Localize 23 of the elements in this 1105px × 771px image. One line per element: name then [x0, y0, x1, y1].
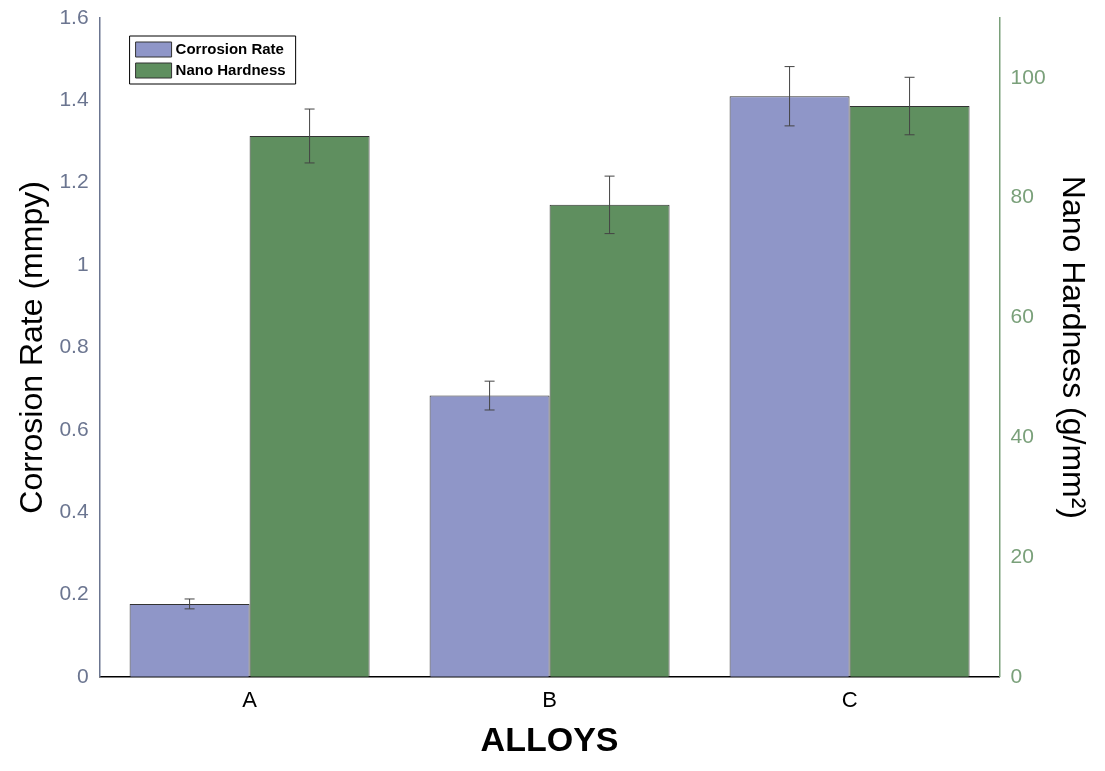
y-tick-label: 0 [76, 663, 89, 687]
x-tick-label: A [242, 687, 258, 713]
y2-tick-label: 20 [1010, 543, 1034, 567]
legend-label: Nano Hardness [175, 61, 286, 79]
y2-tick-label: 80 [1010, 184, 1034, 208]
x-tick-label: B [542, 687, 557, 713]
y-tick-label: 1.6 [59, 4, 89, 28]
y-tick-label: 0.2 [59, 581, 89, 605]
y2-tick-label: 100 [1010, 64, 1046, 88]
y2-axis-title: Nano Hardness (g/mm²) [1055, 175, 1092, 519]
y-tick-label: 0.8 [59, 334, 89, 358]
y-tick-label: 0.4 [59, 498, 89, 522]
y-tick-label: 1 [76, 251, 89, 275]
y2-tick-label: 40 [1010, 424, 1034, 448]
y-tick-label: 1.2 [59, 169, 89, 193]
x-axis-title: ALLOYS [480, 719, 619, 758]
y-axis-title: Corrosion Rate (mmpy) [13, 181, 50, 514]
legend-label: Corrosion Rate [175, 40, 284, 58]
y-tick-label: 0.6 [59, 416, 89, 440]
y2-tick-label: 0 [1010, 663, 1023, 687]
x-tick-label: C [841, 687, 858, 713]
y2-tick-label: 60 [1010, 304, 1034, 328]
y-tick-label: 1.4 [59, 87, 89, 111]
